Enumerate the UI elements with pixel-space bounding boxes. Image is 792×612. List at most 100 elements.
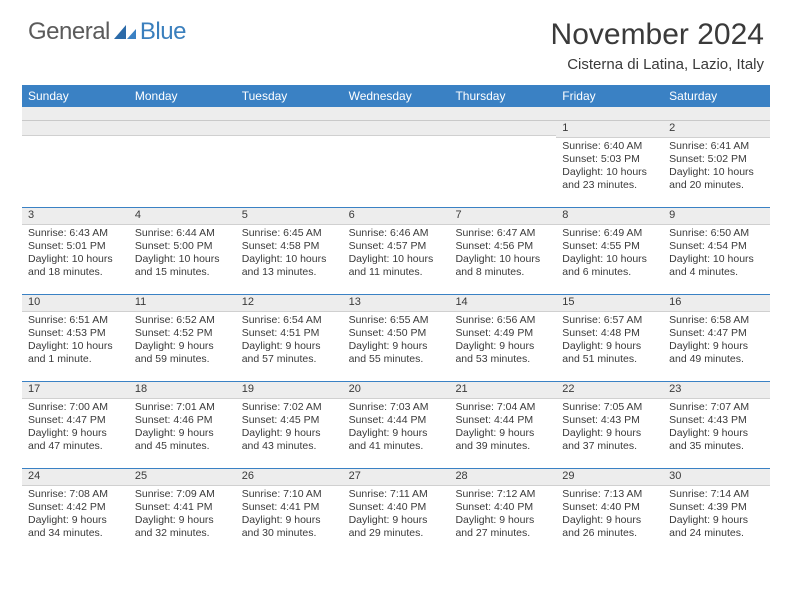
sunset-text: Sunset: 4:44 PM <box>455 414 550 427</box>
day-cell: 9Sunrise: 6:50 AMSunset: 4:54 PMDaylight… <box>663 208 770 294</box>
day-cell: 17Sunrise: 7:00 AMSunset: 4:47 PMDayligh… <box>22 382 129 468</box>
day-body: Sunrise: 7:03 AMSunset: 4:44 PMDaylight:… <box>343 399 450 458</box>
daylight-text: Daylight: 10 hours and 8 minutes. <box>455 253 550 279</box>
day-body: Sunrise: 7:08 AMSunset: 4:42 PMDaylight:… <box>22 486 129 545</box>
day-number <box>22 121 129 136</box>
day-cell: 20Sunrise: 7:03 AMSunset: 4:44 PMDayligh… <box>343 382 450 468</box>
day-cell: 6Sunrise: 6:46 AMSunset: 4:57 PMDaylight… <box>343 208 450 294</box>
day-number: 10 <box>22 295 129 312</box>
day-cell: 10Sunrise: 6:51 AMSunset: 4:53 PMDayligh… <box>22 295 129 381</box>
day-body <box>129 136 236 196</box>
month-title: November 2024 <box>551 18 764 52</box>
day-body <box>22 136 129 196</box>
day-body: Sunrise: 6:51 AMSunset: 4:53 PMDaylight:… <box>22 312 129 371</box>
day-body: Sunrise: 6:50 AMSunset: 4:54 PMDaylight:… <box>663 225 770 284</box>
day-body: Sunrise: 6:47 AMSunset: 4:56 PMDaylight:… <box>449 225 556 284</box>
daylight-text: Daylight: 10 hours and 15 minutes. <box>135 253 230 279</box>
sunset-text: Sunset: 4:47 PM <box>669 327 764 340</box>
sunrise-text: Sunrise: 7:07 AM <box>669 401 764 414</box>
sunrise-text: Sunrise: 7:09 AM <box>135 488 230 501</box>
week-row: 24Sunrise: 7:08 AMSunset: 4:42 PMDayligh… <box>22 468 770 555</box>
sunset-text: Sunset: 4:42 PM <box>28 501 123 514</box>
daylight-text: Daylight: 9 hours and 55 minutes. <box>349 340 444 366</box>
daylight-text: Daylight: 9 hours and 57 minutes. <box>242 340 337 366</box>
day-cell <box>129 121 236 207</box>
day-body <box>449 136 556 196</box>
day-number: 17 <box>22 382 129 399</box>
day-number: 14 <box>449 295 556 312</box>
day-cell: 4Sunrise: 6:44 AMSunset: 5:00 PMDaylight… <box>129 208 236 294</box>
day-number: 21 <box>449 382 556 399</box>
day-number <box>129 121 236 136</box>
day-number: 12 <box>236 295 343 312</box>
day-number: 2 <box>663 121 770 138</box>
day-cell: 13Sunrise: 6:55 AMSunset: 4:50 PMDayligh… <box>343 295 450 381</box>
week-row: 17Sunrise: 7:00 AMSunset: 4:47 PMDayligh… <box>22 381 770 468</box>
day-body: Sunrise: 6:46 AMSunset: 4:57 PMDaylight:… <box>343 225 450 284</box>
day-cell: 12Sunrise: 6:54 AMSunset: 4:51 PMDayligh… <box>236 295 343 381</box>
daylight-text: Daylight: 9 hours and 39 minutes. <box>455 427 550 453</box>
location: Cisterna di Latina, Lazio, Italy <box>551 56 764 73</box>
day-header-tue: Tuesday <box>236 85 343 107</box>
day-cell: 8Sunrise: 6:49 AMSunset: 4:55 PMDaylight… <box>556 208 663 294</box>
sunset-text: Sunset: 4:48 PM <box>562 327 657 340</box>
day-header-row: Sunday Monday Tuesday Wednesday Thursday… <box>22 85 770 107</box>
sunset-text: Sunset: 4:56 PM <box>455 240 550 253</box>
day-body: Sunrise: 7:07 AMSunset: 4:43 PMDaylight:… <box>663 399 770 458</box>
day-body: Sunrise: 6:56 AMSunset: 4:49 PMDaylight:… <box>449 312 556 371</box>
sunset-text: Sunset: 4:57 PM <box>349 240 444 253</box>
day-number: 23 <box>663 382 770 399</box>
day-number: 8 <box>556 208 663 225</box>
daylight-text: Daylight: 9 hours and 29 minutes. <box>349 514 444 540</box>
sunrise-text: Sunrise: 6:56 AM <box>455 314 550 327</box>
daylight-text: Daylight: 9 hours and 32 minutes. <box>135 514 230 540</box>
day-number <box>236 121 343 136</box>
day-cell: 7Sunrise: 6:47 AMSunset: 4:56 PMDaylight… <box>449 208 556 294</box>
day-cell: 21Sunrise: 7:04 AMSunset: 4:44 PMDayligh… <box>449 382 556 468</box>
sunrise-text: Sunrise: 7:14 AM <box>669 488 764 501</box>
sunrise-text: Sunrise: 6:54 AM <box>242 314 337 327</box>
day-body: Sunrise: 6:54 AMSunset: 4:51 PMDaylight:… <box>236 312 343 371</box>
daylight-text: Daylight: 9 hours and 41 minutes. <box>349 427 444 453</box>
day-body: Sunrise: 7:04 AMSunset: 4:44 PMDaylight:… <box>449 399 556 458</box>
day-number: 25 <box>129 469 236 486</box>
day-body <box>236 136 343 196</box>
sunrise-text: Sunrise: 6:57 AM <box>562 314 657 327</box>
day-number <box>449 121 556 136</box>
day-header-sun: Sunday <box>22 85 129 107</box>
sunset-text: Sunset: 4:58 PM <box>242 240 337 253</box>
day-number: 29 <box>556 469 663 486</box>
day-cell: 30Sunrise: 7:14 AMSunset: 4:39 PMDayligh… <box>663 469 770 555</box>
day-body: Sunrise: 7:11 AMSunset: 4:40 PMDaylight:… <box>343 486 450 545</box>
day-body: Sunrise: 6:43 AMSunset: 5:01 PMDaylight:… <box>22 225 129 284</box>
sunset-text: Sunset: 4:40 PM <box>562 501 657 514</box>
day-body: Sunrise: 6:49 AMSunset: 4:55 PMDaylight:… <box>556 225 663 284</box>
week-row: 10Sunrise: 6:51 AMSunset: 4:53 PMDayligh… <box>22 294 770 381</box>
day-number: 24 <box>22 469 129 486</box>
day-number: 11 <box>129 295 236 312</box>
day-body: Sunrise: 6:58 AMSunset: 4:47 PMDaylight:… <box>663 312 770 371</box>
sunrise-text: Sunrise: 6:58 AM <box>669 314 764 327</box>
day-number: 26 <box>236 469 343 486</box>
sunrise-text: Sunrise: 7:11 AM <box>349 488 444 501</box>
daylight-text: Daylight: 9 hours and 49 minutes. <box>669 340 764 366</box>
day-body: Sunrise: 7:02 AMSunset: 4:45 PMDaylight:… <box>236 399 343 458</box>
day-header-fri: Friday <box>556 85 663 107</box>
daylight-text: Daylight: 9 hours and 45 minutes. <box>135 427 230 453</box>
day-number: 15 <box>556 295 663 312</box>
sunrise-text: Sunrise: 7:08 AM <box>28 488 123 501</box>
day-body: Sunrise: 6:45 AMSunset: 4:58 PMDaylight:… <box>236 225 343 284</box>
day-cell: 15Sunrise: 6:57 AMSunset: 4:48 PMDayligh… <box>556 295 663 381</box>
sunrise-text: Sunrise: 6:47 AM <box>455 227 550 240</box>
sunset-text: Sunset: 4:52 PM <box>135 327 230 340</box>
day-number: 4 <box>129 208 236 225</box>
day-cell: 1Sunrise: 6:40 AMSunset: 5:03 PMDaylight… <box>556 121 663 207</box>
sunrise-text: Sunrise: 7:02 AM <box>242 401 337 414</box>
logo-sail-icon <box>112 23 138 41</box>
day-cell: 24Sunrise: 7:08 AMSunset: 4:42 PMDayligh… <box>22 469 129 555</box>
daylight-text: Daylight: 9 hours and 27 minutes. <box>455 514 550 540</box>
sunset-text: Sunset: 4:46 PM <box>135 414 230 427</box>
day-number: 30 <box>663 469 770 486</box>
day-number: 9 <box>663 208 770 225</box>
daylight-text: Daylight: 9 hours and 59 minutes. <box>135 340 230 366</box>
